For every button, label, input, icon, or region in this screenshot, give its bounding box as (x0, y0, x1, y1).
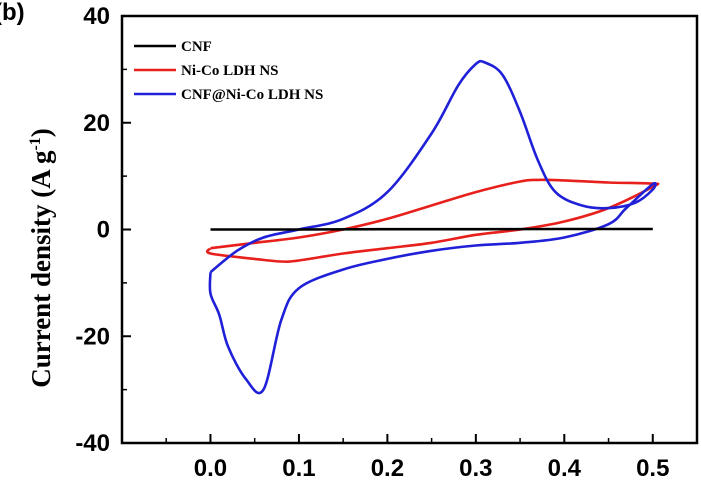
legend: CNF Ni-Co LDH NS CNF@Ni-Co LDH NS (134, 39, 323, 103)
legend-label: CNF@Ni-Co LDH NS (181, 87, 323, 103)
series-line-cnf-ni-co-ldh-ns (208, 59, 657, 395)
series-line-cnf (210, 227, 653, 231)
x-tick-label: 0.3 (459, 455, 492, 482)
x-tick-label: 0.4 (548, 455, 582, 482)
y-tick-label: -20 (75, 323, 110, 350)
x-tick-label: 0.2 (371, 455, 404, 482)
legend-label: CNF (181, 39, 212, 55)
x-tick-label: 0.5 (636, 455, 669, 482)
axes: -40 -20 0 20 40 0.0 0.1 0.2 0.3 0.4 0.5 (75, 3, 698, 482)
y-tick-label: 40 (83, 3, 110, 30)
y-axis-label-close: ) (26, 128, 56, 137)
y-axis-label: Current density (A g-1) (26, 128, 56, 388)
y-axis-label-text: Current density (A g (26, 150, 56, 388)
y-axis-label-superscript: -1 (27, 137, 44, 150)
x-tick-label: 0.1 (282, 455, 315, 482)
y-tick-label: 20 (83, 110, 110, 137)
panel-label: (b) (0, 0, 25, 26)
series-layer (205, 59, 660, 395)
series-line-ni-co-ldh-ns (205, 178, 660, 263)
y-tick-label: 0 (97, 217, 110, 244)
x-tick-label: 0.0 (194, 455, 227, 482)
y-tick-label: -40 (75, 430, 110, 457)
legend-label: Ni-Co LDH NS (181, 63, 279, 79)
